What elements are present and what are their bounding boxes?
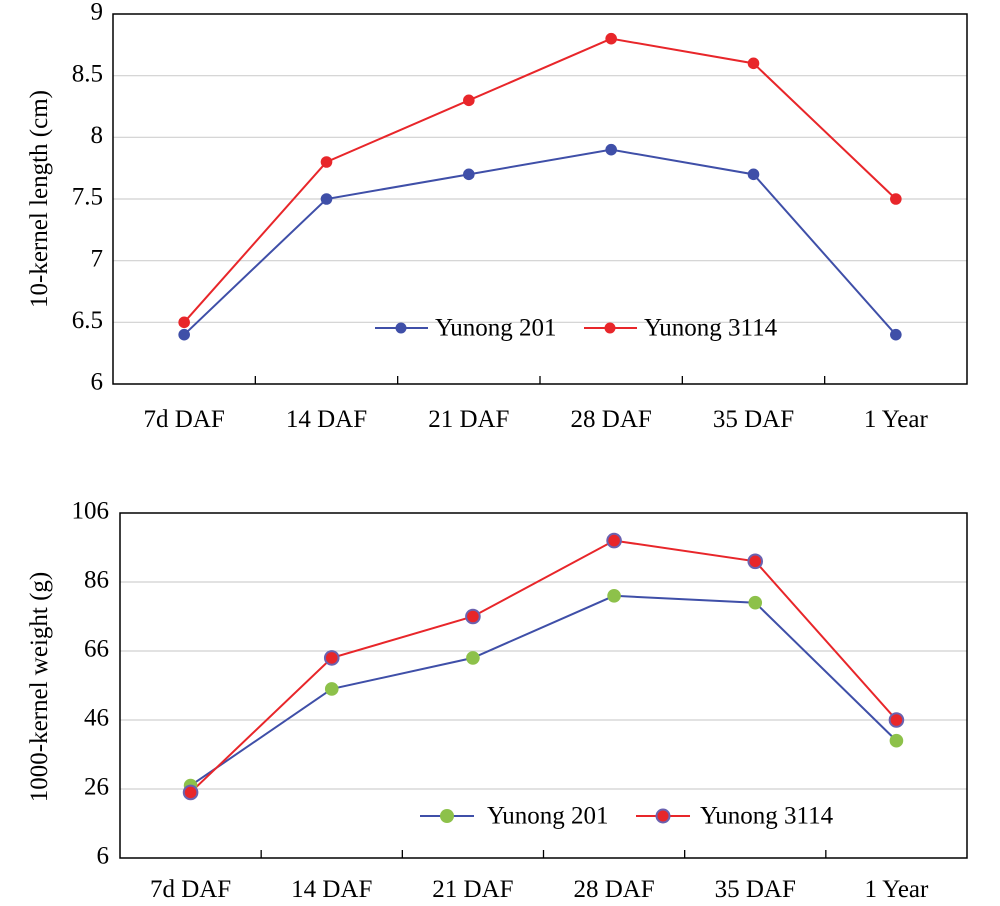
- data-point-series-2: [463, 94, 475, 107]
- data-point-series-2: [605, 32, 617, 45]
- gridlines: [120, 581, 967, 790]
- data-point-series-1: [324, 682, 339, 696]
- y-axis-label: 10-kernel length (cm): [26, 90, 53, 308]
- y-tick-label: 86: [84, 567, 109, 594]
- x-tick-label: 7d DAF: [144, 406, 225, 433]
- y-tick-label: 6: [97, 843, 110, 870]
- legend-marker-series-2: [655, 808, 671, 824]
- plot-background: [120, 513, 967, 858]
- series-markers: [182, 532, 905, 801]
- y-tick-label: 6.5: [72, 307, 103, 334]
- y-tick-labels: 6 6.5 7 7.5 8 8.5 9: [72, 0, 103, 396]
- data-point-series-2: [182, 784, 199, 801]
- y-tick-label: 9: [91, 0, 104, 26]
- series-line-1: [190, 594, 898, 787]
- y-tick-label: 7.5: [72, 184, 103, 211]
- x-tick-label: 1 Year: [864, 876, 929, 903]
- legend-label-series-2: Yunong 3114: [644, 315, 778, 342]
- data-point-series-1: [463, 168, 475, 181]
- legend-marker-series-1: [440, 809, 454, 823]
- data-point-series-2: [747, 57, 760, 70]
- y-tick-label: 7: [91, 245, 104, 272]
- x-tick-label: 21 DAF: [432, 876, 513, 903]
- chart-panel-weight: 6 26 46 66 86 106 7d DAF 14 DAF 21 DAF 28 DAF 35 …: [26, 498, 968, 903]
- series-line-1: [183, 148, 897, 336]
- y-axis-label: 1000-kernel weight (g): [26, 572, 53, 802]
- legend-label-series-1: Yunong 201: [435, 315, 557, 342]
- chart-panel-length: 6 6.5 7 7.5 8 8.5 9 7d DAF 14 DAF 21 DAF 28 DAF 35…: [26, 0, 968, 433]
- data-point-series-2: [606, 532, 622, 549]
- x-tick-label: 1 Year: [864, 406, 929, 433]
- data-point-series-1: [890, 328, 902, 341]
- data-point-series-1: [748, 595, 763, 610]
- x-tick-labels: 7d DAF 14 DAF 21 DAF 28 DAF 35 DAF 1 Year: [150, 876, 929, 903]
- data-point-series-1: [320, 193, 333, 205]
- series-line-2: [183, 37, 897, 323]
- legend-label-series-1: Yunong 201: [487, 803, 609, 830]
- x-tick-label: 14 DAF: [291, 876, 372, 903]
- x-tick-label: 7d DAF: [150, 876, 231, 903]
- y-tick-label: 106: [72, 498, 110, 525]
- x-tick-labels: 7d DAF 14 DAF 21 DAF 28 DAF 35 DAF 1 Year: [144, 406, 929, 433]
- y-tick-label: 46: [84, 705, 109, 732]
- y-tick-label: 8.5: [72, 60, 103, 87]
- data-point-series-1: [747, 168, 760, 181]
- legend: Yunong 201 Yunong 3114: [420, 803, 834, 830]
- legend-marker-series-1: [395, 322, 407, 334]
- data-point-series-1: [178, 328, 190, 341]
- y-tick-label: 8: [91, 122, 104, 149]
- data-point-series-1: [466, 651, 480, 665]
- series-line-2: [189, 539, 898, 794]
- x-tick-label: 35 DAF: [715, 876, 796, 903]
- data-point-series-2: [323, 650, 340, 666]
- data-point-series-2: [890, 193, 902, 205]
- series-markers: [178, 32, 902, 341]
- series-lines: [189, 539, 898, 794]
- x-ticks: [254, 376, 826, 384]
- legend-label-series-2: Yunong 3114: [700, 803, 834, 830]
- data-point-series-2: [178, 316, 190, 329]
- x-ticks: [260, 850, 827, 858]
- series-lines: [183, 37, 897, 336]
- y-tick-label: 26: [84, 774, 109, 801]
- y-tick-label: 66: [84, 636, 109, 663]
- x-tick-label: 28 DAF: [573, 876, 654, 903]
- data-point-series-2: [320, 156, 333, 168]
- data-point-series-1: [605, 143, 617, 156]
- legend: Yunong 201 Yunong 3114: [375, 315, 778, 342]
- x-tick-label: 35 DAF: [713, 406, 794, 433]
- data-point-series-1: [607, 589, 621, 603]
- plot-area-length: 6 6.5 7 7.5 8 8.5 9 7d DAF 14 DAF 21 DAF 28 DAF 35…: [72, 0, 968, 433]
- data-point-series-1: [889, 733, 904, 748]
- x-tick-label: 21 DAF: [428, 406, 509, 433]
- data-point-series-2: [465, 608, 481, 625]
- plot-area-weight: 6 26 46 66 86 106 7d DAF 14 DAF 21 DAF 28 DAF 35 …: [72, 498, 968, 903]
- gridlines: [113, 75, 967, 323]
- y-tick-labels: 6 26 46 66 86 106: [72, 498, 110, 870]
- data-point-series-2: [747, 553, 764, 570]
- data-point-series-2: [888, 712, 905, 728]
- x-tick-label: 14 DAF: [286, 406, 367, 433]
- y-tick-label: 6: [91, 369, 104, 396]
- legend-marker-series-2: [604, 322, 616, 334]
- x-tick-label: 28 DAF: [571, 406, 652, 433]
